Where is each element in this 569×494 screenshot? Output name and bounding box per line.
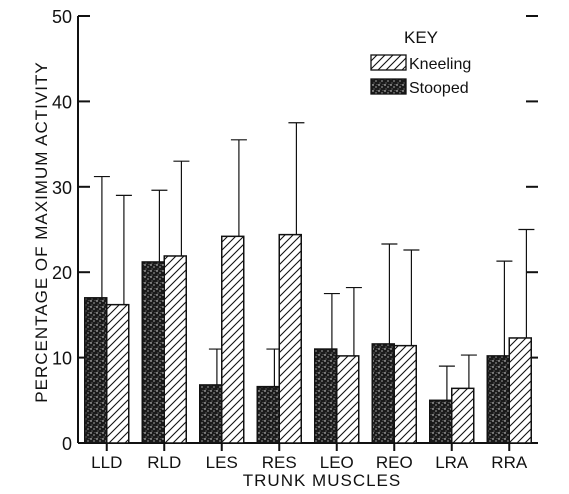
bar-kneeling xyxy=(221,235,245,444)
bar-stooped xyxy=(486,355,510,444)
bar-stooped xyxy=(371,343,395,444)
legend-swatch-kneeling xyxy=(370,54,407,71)
x-tick-label: RES xyxy=(262,453,297,472)
legend-swatch-stooped xyxy=(370,78,407,95)
bar-stooped xyxy=(84,297,108,444)
bar-stooped xyxy=(429,399,453,444)
x-tick-label: REO xyxy=(376,453,413,472)
bar-stooped xyxy=(141,261,165,444)
x-tick-label: LES xyxy=(206,453,238,472)
y-tick-label: 40 xyxy=(52,92,72,112)
y-tick-label: 50 xyxy=(52,7,72,27)
bar-kneeling xyxy=(163,255,187,444)
x-tick-label: RRA xyxy=(491,453,528,472)
bar-kneeling xyxy=(393,344,417,444)
legend: KEY Kneeling Stooped xyxy=(370,28,471,97)
bar-stooped xyxy=(314,348,338,444)
x-axis-label: TRUNK MUSCLES xyxy=(243,471,401,490)
y-tick-label: 10 xyxy=(52,349,72,369)
x-tick-label: LRA xyxy=(435,453,469,472)
y-tick-label: 0 xyxy=(62,434,72,454)
legend-label-stooped: Stooped xyxy=(409,80,469,97)
bar-kneeling xyxy=(278,233,302,444)
x-tick-label: LLD xyxy=(91,453,122,472)
y-tick-label: 20 xyxy=(52,263,72,283)
legend-title: KEY xyxy=(404,28,438,47)
plot-area: 0 10 20 30 40 50 LLD RLD LES RES LEO REO LRA RRA xyxy=(52,7,538,472)
x-tick-label: LEO xyxy=(320,453,354,472)
bar-kneeling xyxy=(106,303,130,444)
x-tick-label: RLD xyxy=(147,453,181,472)
bar-kneeling xyxy=(451,387,475,444)
bar-stooped xyxy=(256,385,280,444)
legend-label-kneeling: Kneeling xyxy=(409,56,471,73)
bar-kneeling xyxy=(336,355,360,444)
bar-kneeling xyxy=(508,337,532,444)
y-axis-label: PERCENTAGE OF MAXIMUM ACTIVITY xyxy=(32,61,51,402)
bar-stooped xyxy=(199,384,223,444)
y-tick-label: 30 xyxy=(52,178,72,198)
